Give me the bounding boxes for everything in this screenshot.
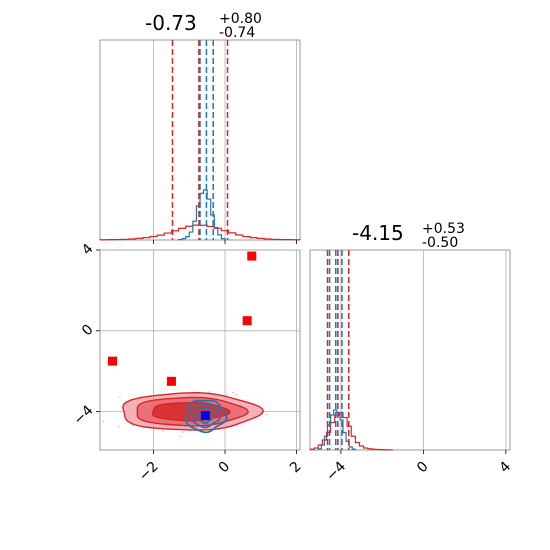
bottom-right-xtick-label: 0 xyxy=(414,459,432,477)
bottom-left-sample-point xyxy=(265,413,268,416)
bottom-left-marker-4 xyxy=(200,411,210,421)
tick-marks-bottom-left xyxy=(96,249,297,454)
title-top-left-lower: -0.74 xyxy=(219,25,255,41)
bottom-right-histogram-series-1 xyxy=(317,409,356,450)
title-top-left-median: -0.73 xyxy=(145,11,197,35)
bottom-left-sample-point xyxy=(117,425,120,428)
bottom-left-contour-blue-level-1 xyxy=(190,404,222,429)
bottom-left-marker-1 xyxy=(242,316,252,326)
title-bottom-right: -4.15 xyxy=(352,221,404,245)
panel-bottom-right-histogram: −4 0 4 -4.15 +0.53 -0.50 xyxy=(309,221,514,485)
quantile-lines-top-left xyxy=(171,40,229,240)
quantile-lines-bottom-right xyxy=(326,250,350,450)
bottom-right-histogram-series-0 xyxy=(309,411,394,451)
tick-labels-bottom-right: −4 0 4 xyxy=(323,459,514,485)
bottom-left-sample-point xyxy=(181,431,184,434)
grid-top-left xyxy=(153,40,297,240)
bottom-right-xtick-label: 4 xyxy=(496,459,514,477)
title-top-left: -0.73 xyxy=(145,11,197,35)
bottom-left-sample-point xyxy=(162,429,165,432)
bottom-left-sample-point xyxy=(235,393,238,396)
bottom-left-marker-3 xyxy=(166,376,176,386)
bottom-left-marker-2 xyxy=(108,356,117,366)
bottom-left-xtick-label: −2 xyxy=(136,459,162,485)
top-left-histogram-series-1 xyxy=(177,189,226,241)
bottom-left-sample-point xyxy=(119,396,121,398)
bottom-left-sample-point xyxy=(102,420,105,423)
bottom-left-marker-0 xyxy=(247,251,257,261)
bottom-left-ytick-label: −4 xyxy=(71,402,97,428)
bottom-left-ytick-label: 4 xyxy=(79,241,97,259)
grid-bottom-right xyxy=(340,250,507,450)
tick-marks-top-left xyxy=(153,240,297,244)
bottom-left-contour-blue-level-0 xyxy=(197,407,215,425)
histogram-series-bottom-right xyxy=(309,409,394,451)
tick-marks-bottom-right xyxy=(340,450,507,454)
title-bottom-right-upper: +0.53 xyxy=(422,221,465,237)
title-bottom-right-median: -4.15 xyxy=(352,221,404,245)
bottom-left-sample-point xyxy=(226,393,228,396)
contours-bottom-left xyxy=(122,391,264,434)
panel-bottom-left-joint: −2 0 2 −4 0 4 xyxy=(71,241,305,485)
bottom-left-contour-blue-level-2 xyxy=(185,399,228,434)
bottom-left-sample-point xyxy=(208,391,210,394)
panel-top-left-histogram: -0.73 +0.80 -0.74 xyxy=(99,11,301,244)
title-top-left-upper: +0.80 xyxy=(219,11,262,27)
bottom-right-xtick-label: −4 xyxy=(323,459,349,485)
bottom-left-xtick-label: 0 xyxy=(216,459,234,477)
bottom-left-sample-point xyxy=(179,435,182,438)
bottom-left-xtick-label: 2 xyxy=(287,459,305,477)
title-bottom-right-lower: -0.50 xyxy=(422,235,458,251)
bottom-left-sample-point xyxy=(232,391,234,394)
markers-bottom-left xyxy=(108,251,257,421)
bottom-left-ytick-label: 0 xyxy=(79,322,97,340)
